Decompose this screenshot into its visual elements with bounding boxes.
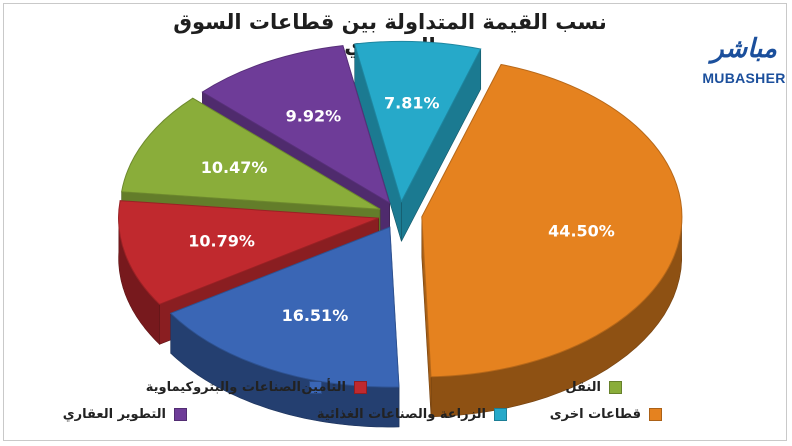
logo-arabic-text: مباشر [711, 34, 777, 64]
mubasher-logo: مباشر MUBASHER [696, 34, 792, 98]
pie-slice-5 [354, 40, 482, 203]
pie-data-label-1: 16.51% [282, 306, 349, 325]
pie-slice-1 [169, 226, 400, 388]
pie-data-label-4: 9.92% [286, 107, 342, 126]
pie-slice-2 [118, 200, 379, 305]
pie-data-label-5: 7.81% [384, 93, 440, 112]
pie-data-label-2: 10.79% [188, 232, 255, 251]
logo-english-text: MUBASHER [702, 70, 786, 86]
pie-slice-3 [121, 97, 381, 210]
pie-slice-4 [201, 45, 391, 205]
pie-slice-0 [421, 63, 683, 378]
pie-data-label-3: 10.47% [201, 158, 268, 177]
pie-data-label-0: 44.50% [548, 221, 615, 240]
